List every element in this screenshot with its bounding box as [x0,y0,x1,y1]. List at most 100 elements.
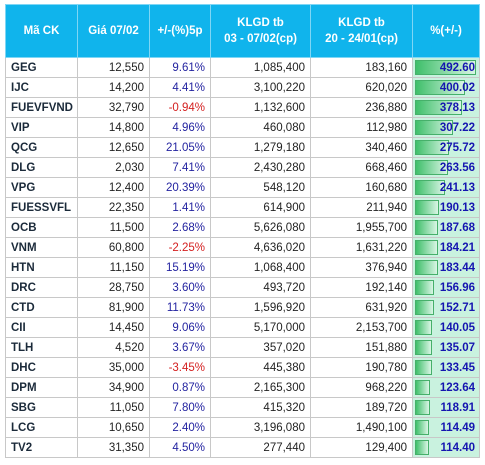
cell: 140.05 [412,317,480,338]
cell: 114.49 [412,417,480,438]
cell: VIP [5,117,78,138]
header-text: KLGD tb [237,17,284,29]
cell: 114.40 [412,437,480,458]
cell: 4,636,020 [210,237,311,258]
cell: CTD [5,297,78,318]
table-row: TLH 4,520 3.67% 357,020 151,880 135.07 [5,337,480,358]
cell-text: 275.72 [439,141,475,154]
cell: 307.22 [412,117,480,138]
cell: 9.06% [149,317,211,338]
header-text: +/-(%)5p [157,25,203,37]
cell: 20.39% [149,177,211,198]
table-row: SBG 11,050 7.80% 415,320 189,720 118.91 [5,397,480,418]
cell: 236,880 [310,97,413,118]
cell: 445,380 [210,357,311,378]
header-row: Mã CK Giá 07/02 +/-(%)5p KLGD tb 03 - 07/02(… [5,4,480,58]
cell: 0.87% [149,377,211,398]
cell: 1,279,180 [210,137,311,158]
cell: 357,020 [210,337,311,358]
cell: 11.73% [149,297,211,318]
header-cell: Mã CK [5,4,78,58]
cell: 184.21 [412,237,480,258]
table-row: TV2 31,350 4.50% 277,440 129,400 114.40 [5,437,480,458]
cell: 35,000 [77,357,150,378]
cell: 34,900 [77,377,150,398]
cell-text: 241.13 [439,181,475,194]
cell-text: 378.13 [439,101,475,114]
cell: 2,165,300 [210,377,311,398]
cell: 118.91 [412,397,480,418]
cell: 263.56 [412,157,480,178]
cell: TV2 [5,437,78,458]
cell: 4.96% [149,117,211,138]
table-row: OCB 11,500 2.68% 5,626,080 1,955,700 187.68 [5,217,480,238]
data-bar [415,60,476,75]
cell: 192,140 [310,277,413,298]
cell: 2.68% [149,217,211,238]
cell-text: 307.22 [439,121,475,134]
header-text: %(+/-) [430,25,462,37]
cell-text: 140.05 [439,321,475,334]
cell: 340,460 [310,137,413,158]
cell: 5,626,080 [210,217,311,238]
cell-text: 184.21 [439,241,475,254]
cell: 60,800 [77,237,150,258]
cell: FUESSVFL [5,197,78,218]
table-row: FUEVFVND 32,790 -0.94% 1,132,600 236,880 378.… [5,97,480,118]
cell: 1,490,100 [310,417,413,438]
cell: 15.19% [149,257,211,278]
cell: 189,720 [310,397,413,418]
data-bar [415,280,435,295]
table-row: VPG 12,400 20.39% 548,120 160,680 241.13 [5,177,480,198]
cell: QCG [5,137,78,158]
data-bar [415,120,454,135]
cell: 14,200 [77,77,150,98]
cell: 1,068,400 [210,257,311,278]
cell: 187.68 [412,217,480,238]
data-bar [415,180,445,195]
cell: 151,880 [310,337,413,358]
cell: IJC [5,77,78,98]
cell: 133.45 [412,357,480,378]
cell: 4.50% [149,437,211,458]
cell: 1,631,220 [310,237,413,258]
cell: DHC [5,357,78,378]
table-row: GEG 12,550 9.61% 1,085,400 183,160 492.60 [5,57,480,78]
cell: 1.41% [149,197,211,218]
cell: 7.80% [149,397,211,418]
cell: 614,900 [210,197,311,218]
cell: 14,450 [77,317,150,338]
cell-text: 133.45 [439,361,475,374]
cell: 4,520 [77,337,150,358]
cell-text: 190.13 [439,201,475,214]
cell: DPM [5,377,78,398]
cell-text: 114.49 [440,421,475,434]
cell: 492.60 [412,57,480,78]
header-text: Mã CK [23,25,60,37]
cell: TLH [5,337,78,358]
data-bar [415,100,462,115]
data-bar [415,240,438,255]
cell: 277,440 [210,437,311,458]
cell: 668,460 [310,157,413,178]
data-bar [415,420,430,435]
cell: 241.13 [412,177,480,198]
cell: 493,720 [210,277,311,298]
cell: 376,940 [310,257,413,278]
table-row: LCG 10,650 2.40% 3,196,080 1,490,100 114.49 [5,417,480,438]
data-bar [415,300,434,315]
cell-text: 118.91 [440,401,475,414]
data-bar [415,380,431,395]
header-cell: Giá 07/02 [77,4,150,58]
header-text: 20 - 24/01(cp) [325,33,398,45]
cell: 135.07 [412,337,480,358]
table-row: DLG 2,030 7.41% 2,430,280 668,460 263.56 [5,157,480,178]
stock-table: Mã CK Giá 07/02 +/-(%)5p KLGD tb 03 - 07/02(… [5,4,480,458]
cell: 3,100,220 [210,77,311,98]
table-row: QCG 12,650 21.05% 1,279,180 340,460 275.72 [5,137,480,158]
cell: 5,170,000 [210,317,311,338]
table-row: DRC 28,750 3.60% 493,720 192,140 156.96 [5,277,480,298]
table-row: DPM 34,900 0.87% 2,165,300 968,220 123.64 [5,377,480,398]
cell: 1,955,700 [310,217,413,238]
cell: 12,400 [77,177,150,198]
